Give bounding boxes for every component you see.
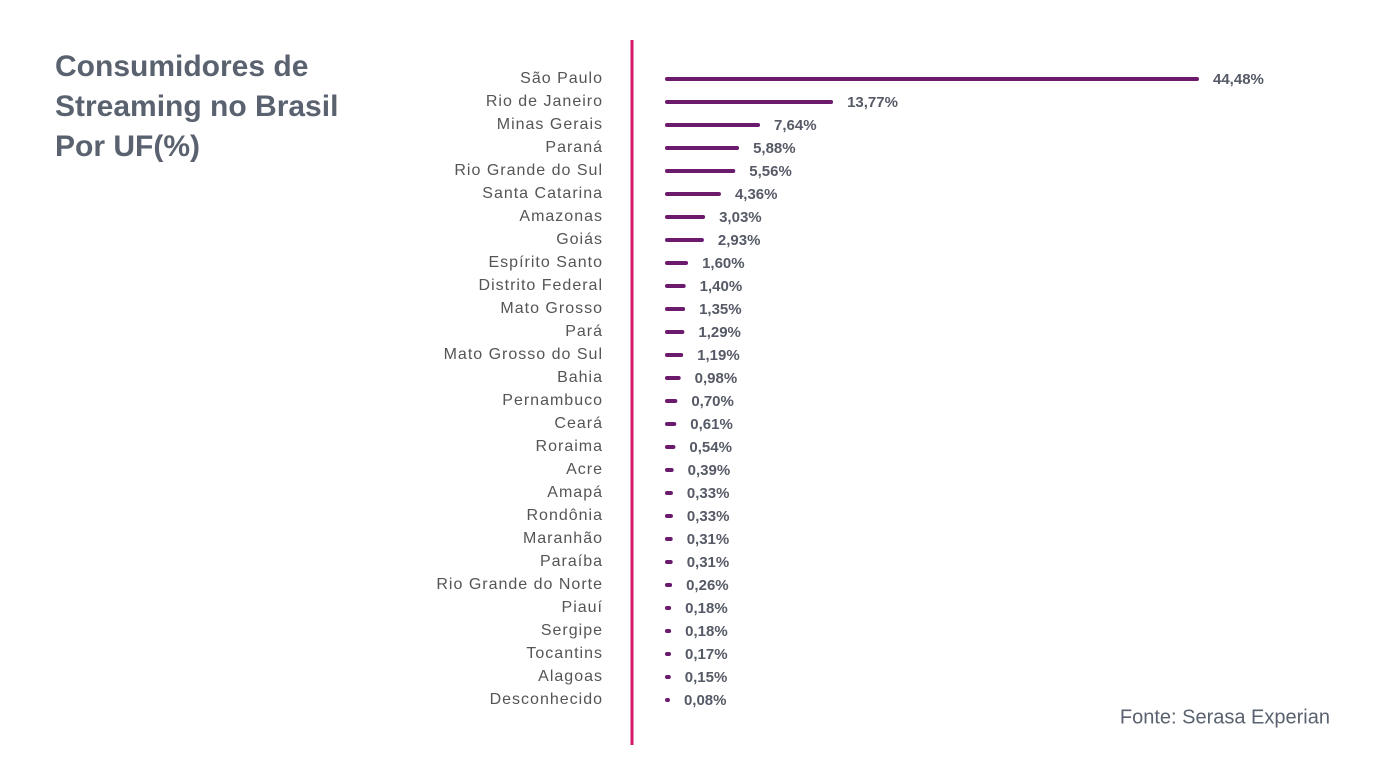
value-label: 1,19% [697,347,740,364]
source: Fonte: Serasa Experian [1120,706,1330,728]
value-label: 0,61% [690,416,733,433]
category-label: Maranhão [523,530,603,547]
value-label: 0,33% [687,485,730,502]
value-label: 0,26% [686,577,729,594]
value-label: 2,93% [718,232,761,249]
category-label: Ceará [554,415,603,432]
value-label: 0,15% [685,669,728,686]
value-label: 1,60% [702,255,745,272]
value-label: 7,64% [774,117,817,134]
category-label: Distrito Federal [479,277,603,294]
category-label: Rio Grande do Sul [454,162,603,179]
category-label: Pará [565,323,603,340]
value-label: 0,17% [685,646,728,663]
category-label: Mato Grosso [500,300,603,317]
category-label: Mato Grosso do Sul [444,346,603,363]
value-label: 1,35% [699,301,742,318]
value-label: 0,31% [687,531,730,548]
value-label: 13,77% [847,94,898,111]
value-label: 0,70% [691,393,734,410]
category-label: Rio Grande do Norte [436,576,603,593]
category-label: Piauí [562,599,603,616]
category-label: Alagoas [538,668,603,685]
value-label: 0,08% [684,692,727,709]
value-label: 44,48% [1213,71,1264,88]
category-label: Santa Catarina [482,185,603,202]
category-label: Paraná [545,139,603,156]
category-label: Minas Gerais [497,116,603,133]
value-label: 0,31% [687,554,730,571]
category-label: Desconhecido [490,691,603,708]
category-label: Tocantins [526,645,603,662]
category-label: Rio de Janeiro [486,93,603,110]
value-label: 4,36% [735,186,778,203]
category-label: Goiás [556,231,603,248]
category-label: Paraíba [540,553,603,570]
category-label: Amapá [547,484,603,501]
value-label: 0,33% [687,508,730,525]
category-label: Acre [566,461,603,478]
value-label: 1,40% [700,278,743,295]
category-label: Rondônia [527,507,604,524]
value-label: 0,39% [688,462,731,479]
value-label: 0,18% [685,600,728,617]
chart-title: Consumidores de Streaming no Brasil Por UF… [55,50,338,163]
category-label: Roraima [536,438,603,455]
category-label: Espírito Santo [489,254,604,271]
value-label: 1,29% [698,324,741,341]
category-label: Amazonas [519,208,603,225]
category-label: São Paulo [520,70,603,87]
value-label: 0,54% [689,439,732,456]
category-label: Sergipe [541,622,603,639]
value-label: 3,03% [719,209,762,226]
value-label: 5,56% [749,163,792,180]
value-label: 0,18% [685,623,728,640]
value-label: 5,88% [753,140,796,157]
value-label: 0,98% [695,370,738,387]
category-label: Pernambuco [502,392,603,409]
category-label: Bahia [557,369,603,386]
